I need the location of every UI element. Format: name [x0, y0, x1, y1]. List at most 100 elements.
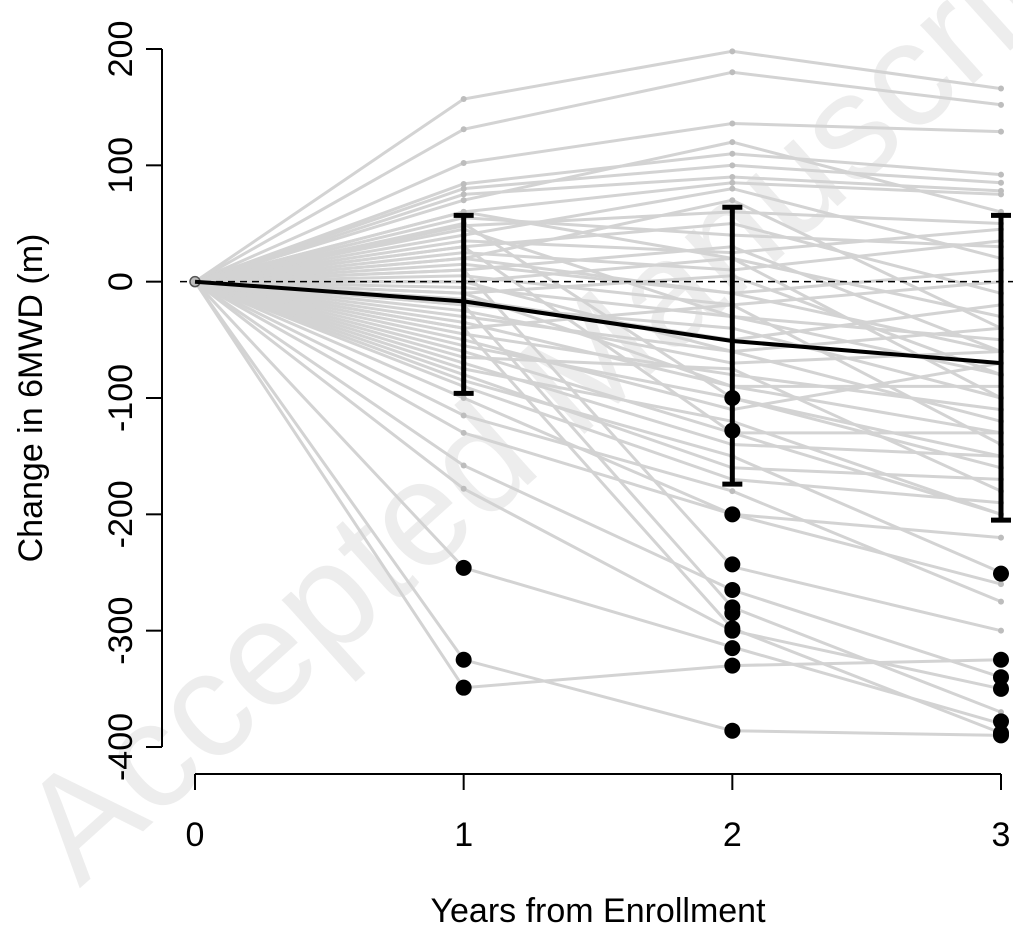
trajectory-point-3-3	[998, 171, 1004, 178]
y-tick-label-0: -400	[102, 713, 140, 781]
trajectory-point-39-1	[460, 429, 467, 436]
outlier-point-17	[993, 669, 1009, 686]
trajectory-point-38-1	[460, 412, 467, 419]
trajectory-point-6-2	[729, 139, 736, 146]
trajectory-point-37-1	[460, 395, 467, 401]
trajectory-point-1-2	[729, 69, 736, 76]
outlier-point-1	[455, 651, 472, 668]
trajectory-line-0	[194, 49, 1002, 283]
trajectory-line-3	[194, 152, 1002, 284]
trajectory-line-43	[193, 280, 1002, 737]
trajectory-point-38-3	[998, 598, 1004, 605]
trajectory-point-37-3	[998, 534, 1004, 541]
y-tick-label-4: 0	[102, 272, 140, 291]
outlier-point-4	[724, 422, 741, 439]
x-tick-label-3: 3	[992, 816, 1011, 854]
trajectory-line-39	[194, 280, 1002, 586]
outlier-point-16	[993, 651, 1009, 668]
trajectory-line-23	[194, 280, 1002, 365]
x-tick-label-2: 2	[723, 816, 742, 854]
trajectory-line-5	[194, 175, 1002, 284]
y-tick-label-2: -200	[102, 480, 140, 548]
trajectory-point-7-2	[729, 179, 736, 186]
trajectory-line-51	[194, 227, 1002, 377]
mean-line	[194, 279, 1002, 366]
trajectory-line-31	[194, 280, 1002, 493]
trajectory-line-10	[194, 187, 1002, 284]
trajectory-line-44	[193, 280, 1002, 690]
trajectory-line-2	[194, 121, 1002, 284]
trajectory-line-11	[194, 227, 1002, 284]
trajectory-line-38	[194, 280, 1002, 603]
trajectory-line-6	[194, 140, 1002, 284]
trajectory-line-4	[194, 163, 1002, 284]
outlier-points	[455, 390, 1009, 744]
trajectory-line-33	[194, 280, 1002, 516]
trajectory-line-50	[194, 210, 1002, 400]
trajectory-point-14-2	[729, 197, 736, 204]
trajectory-line-54	[194, 256, 1002, 353]
trajectory-line-53	[194, 280, 1002, 435]
trajectory-point-2-3	[998, 128, 1004, 135]
outlier-point-12	[724, 640, 741, 657]
outlier-point-0	[455, 559, 472, 576]
trajectory-line-49	[194, 280, 1002, 735]
axes: -400 -300 -200 -100 0 100 200 0 1 2 3	[102, 21, 1010, 854]
outlier-point-5	[724, 506, 741, 523]
trajectory-line-32	[194, 280, 1002, 458]
trajectory-line-1	[194, 70, 1002, 284]
outlier-point-9	[724, 605, 741, 622]
outlier-point-7	[724, 581, 741, 598]
trajectory-line-36	[194, 280, 1002, 505]
trajectory-point-0-3	[998, 85, 1004, 92]
trajectory-point-38-2	[729, 488, 736, 495]
x-axis-label: Years from Enrollment	[430, 892, 766, 926]
outlier-point-18	[993, 680, 1009, 697]
outlier-point-14	[724, 722, 741, 739]
trajectory-point-1-1	[460, 126, 467, 133]
y-axis: -400 -300 -200 -100 0 100 200	[102, 21, 163, 781]
trajectory-point-0-2	[729, 48, 736, 55]
trajectory-point-39-3	[998, 581, 1004, 588]
outlier-point-13	[724, 657, 741, 674]
y-axis-label: Change in 6MWD (m)	[12, 234, 50, 563]
trajectory-point-4-2	[729, 162, 736, 169]
trajectory-line-47	[194, 268, 1002, 633]
trajectory-point-40-1	[460, 462, 467, 469]
trajectory-point-41-1	[460, 485, 467, 492]
trajectory-line-28	[194, 280, 1002, 412]
trajectory-point-4-3	[998, 179, 1004, 186]
trajectory-line-13	[194, 239, 1002, 284]
trajectory-point-2-1	[460, 160, 467, 167]
outlier-point-6	[724, 556, 741, 573]
trajectory-point-1-3	[998, 101, 1004, 108]
trajectory-point-5-2	[729, 173, 736, 180]
trajectory-line-45	[194, 221, 1002, 458]
trajectory-line-17	[194, 274, 1002, 307]
trajectory-line-40	[194, 280, 1002, 679]
trajectory-point-0-1	[460, 96, 467, 103]
trajectory-point-10-2	[729, 185, 736, 192]
trajectory-point-2-2	[729, 120, 736, 127]
trajectory-point-3-2	[729, 150, 736, 157]
trajectory-point-6-1	[460, 197, 467, 204]
y-tick-label-5: 100	[102, 137, 140, 194]
trajectory-point-5-1	[460, 191, 467, 198]
outlier-point-3	[724, 390, 741, 406]
y-tick-label-6: 200	[102, 21, 140, 78]
outlier-point-21	[993, 727, 1009, 744]
outlier-point-2	[455, 679, 472, 696]
trajectory-point-4-1	[460, 185, 467, 192]
trajectory-point-7-3	[998, 191, 1004, 198]
trajectory-point-3-1	[460, 180, 467, 187]
outlier-point-11	[724, 622, 741, 639]
outlier-point-19	[993, 713, 1009, 730]
x-tick-label-0: 0	[186, 816, 205, 854]
trajectory-line-42	[193, 280, 1002, 726]
outlier-point-15	[993, 565, 1009, 582]
y-tick-label-3: -100	[102, 364, 140, 432]
y-tick-label-1: -300	[102, 597, 140, 665]
